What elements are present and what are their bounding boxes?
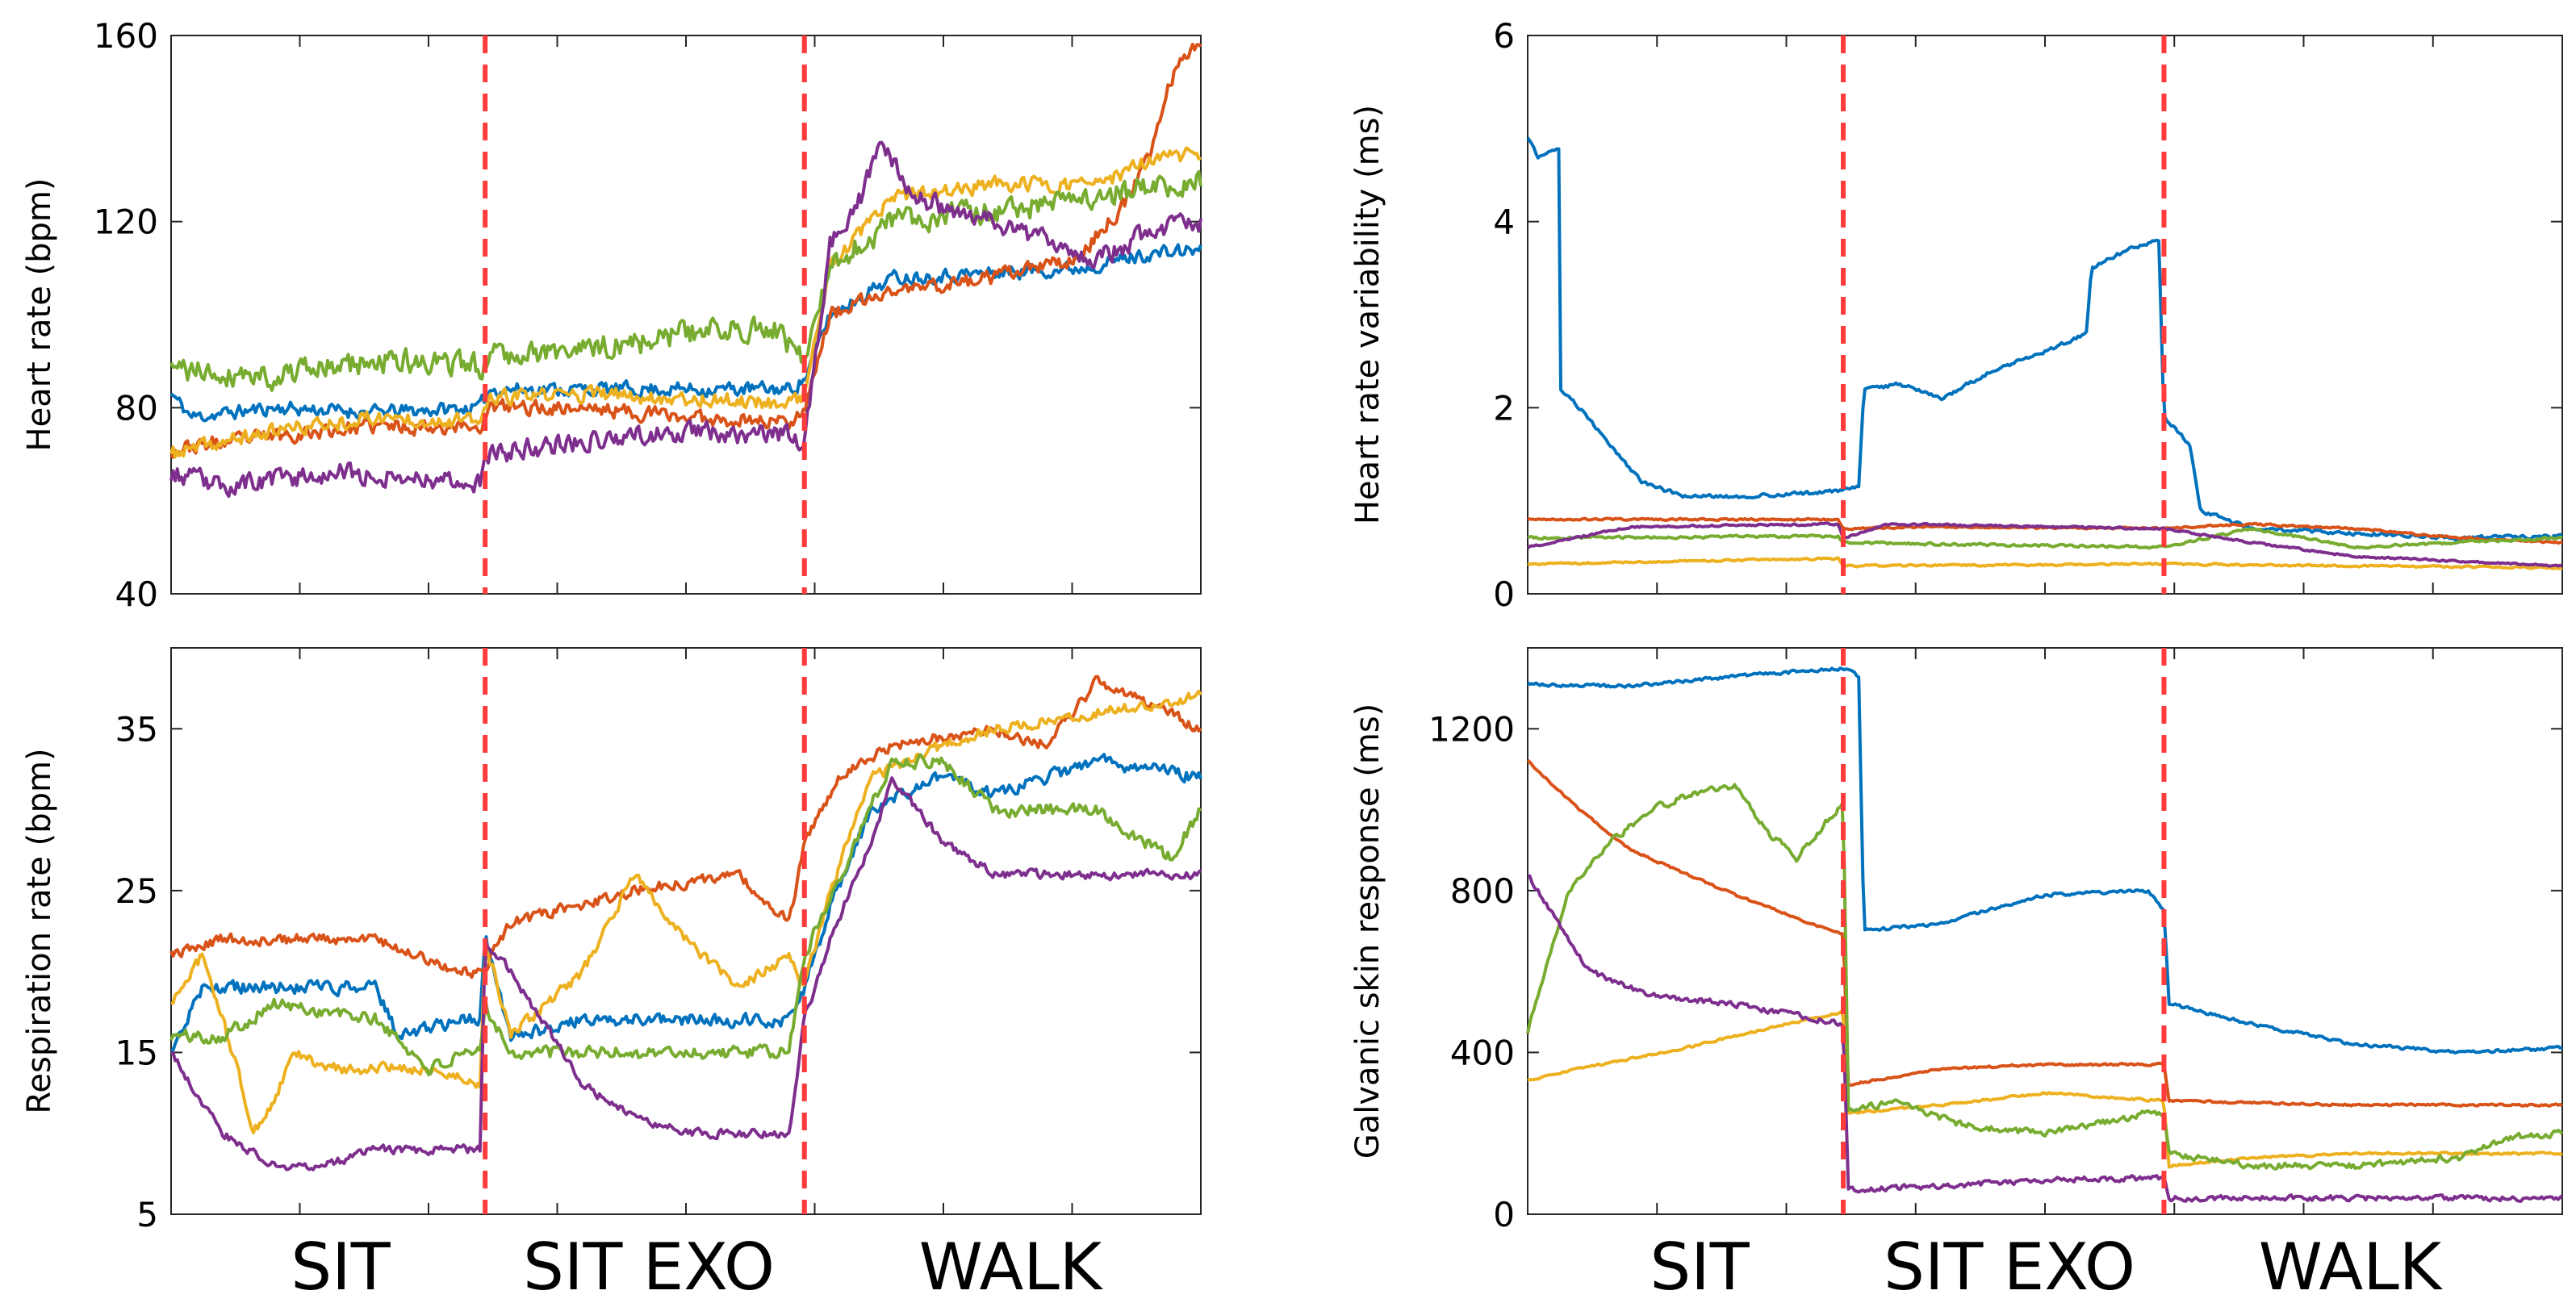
rr-ytick-label-2: 25 [115,871,158,911]
rr-ytick-label-1: 15 [115,1033,158,1072]
rr-y-ticks: 5 15 25 35 [115,648,1201,1234]
rr-series [169,674,1202,1171]
gsr-line-series-4 [1526,783,2564,1171]
hrv-ytick-label-1: 2 [1493,388,1515,428]
hrv-phase-dividers [1841,35,2167,594]
hrv-ytick-label-0: 0 [1493,574,1515,614]
phase-label-sit-right: SIT [1650,1230,1750,1303]
hrv-line-series-3 [1527,556,2563,570]
hrv-y-ticks: 0 2 4 6 [1493,16,2562,614]
respiration-panel: Respiration rate (bpm) 5 15 25 35 [21,647,1202,1234]
gsr-line-series-5 [1527,874,2564,1203]
hrv-ytick-label-3: 6 [1493,16,1515,56]
gsr-series [1526,666,2564,1203]
hr-y-label: Heart rate (bpm) [21,178,58,452]
rr-line-series-2 [169,674,1202,979]
hr-line-series-3 [169,146,1202,459]
hr-y-ticks: 40 80 120 160 [94,16,1201,614]
rr-line-series-4 [169,753,1202,1076]
hr-line-series-4 [169,169,1202,392]
rr-ytick-label-0: 5 [136,1195,158,1234]
hr-ytick-label-2: 120 [94,203,158,242]
hr-line-series-5 [169,140,1202,499]
gsr-ytick-label-3: 1200 [1428,709,1515,749]
rr-line-series-5 [170,776,1202,1171]
gsr-panel: Galvanic skin response (ms) 0 400 800 1200 [1349,647,2564,1234]
gsr-ytick-label-2: 800 [1450,871,1515,911]
hrv-y-label: Heart rate variability (ms) [1349,105,1386,524]
rr-y-label: Respiration rate (bpm) [21,748,58,1113]
rr-phase-dividers [483,648,807,1214]
hr-ytick-label-3: 160 [94,16,158,56]
rr-line-series-1 [170,753,1202,1052]
phase-label-sit-exo-right: SIT EXO [1884,1230,2135,1303]
gsr-line-series-2 [1526,758,2563,1109]
hrv-series [1526,136,2563,570]
hrv-line-series-5 [1526,521,2563,568]
hr-ytick-label-1: 80 [115,388,158,428]
gsr-y-ticks: 0 400 800 1200 [1428,648,2562,1234]
hrv-line-series-4 [1527,527,2563,550]
gsr-y-label: Galvanic skin response (ms) [1349,704,1386,1159]
hr-ytick-label-0: 40 [115,574,158,614]
gsr-line-series-1 [1527,666,2563,1055]
phase-label-walk-left: WALK [919,1230,1104,1303]
hr-series [169,42,1202,499]
gsr-line-series-3 [1527,1009,2563,1169]
hr-phase-dividers [483,35,807,594]
phase-label-sit-exo-left: SIT EXO [523,1230,775,1303]
phase-label-walk-right: WALK [2259,1230,2444,1303]
heart-rate-panel: Heart rate (bpm) 40 80 120 160 [21,16,1202,614]
gsr-ytick-label-1: 400 [1450,1033,1515,1072]
rr-line-series-3 [170,689,1202,1135]
gsr-ytick-label-0: 0 [1493,1195,1515,1234]
hrv-ytick-label-2: 4 [1493,203,1515,242]
rr-ytick-label-3: 35 [115,709,158,749]
hrv-panel: Heart rate variability (ms) 0 2 4 6 [1349,16,2563,614]
hrv-line-series-1 [1526,136,2563,542]
gsr-phase-dividers [1841,648,2167,1214]
hr-line-series-2 [169,42,1202,459]
phase-label-sit-left: SIT [291,1230,391,1303]
